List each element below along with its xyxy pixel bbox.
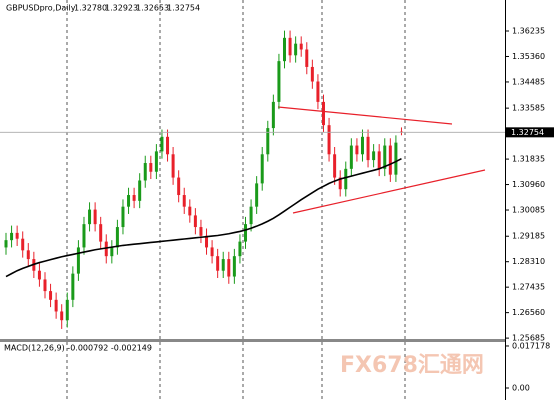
candle-body — [372, 151, 376, 161]
candle-body — [132, 195, 136, 201]
candle-body — [305, 49, 309, 67]
candle-body — [71, 273, 75, 300]
candle-body — [360, 136, 364, 155]
period-separators — [66, 0, 406, 400]
candle-body — [93, 209, 97, 225]
candle-body — [260, 154, 264, 184]
candle-body — [310, 66, 314, 82]
candle-body — [210, 247, 214, 257]
candle-body — [60, 311, 64, 321]
candle-body — [227, 259, 231, 277]
y-tick-label: 1.25685 — [512, 334, 545, 343]
candle-body — [49, 291, 53, 300]
candle-body — [99, 224, 103, 242]
candle-body — [166, 136, 170, 155]
candle-body — [15, 232, 19, 239]
watermark: FX678汇通网 — [340, 353, 484, 378]
candle-body — [249, 206, 253, 225]
trendline-lower — [292, 169, 486, 214]
candle-body — [244, 224, 248, 242]
candle-body — [221, 259, 225, 271]
candle-body — [104, 241, 108, 257]
candle-body — [271, 101, 275, 129]
candle-body — [255, 183, 259, 207]
candle-body — [349, 145, 353, 169]
candle-body — [21, 238, 25, 251]
candle-body — [177, 177, 181, 196]
candle-body — [115, 227, 119, 248]
candle-body — [149, 163, 153, 172]
candle-body — [238, 241, 242, 257]
y-tick-label: 1.30960 — [512, 180, 545, 189]
y-tick-label: 1.29185 — [512, 232, 545, 241]
candle-body — [366, 136, 370, 161]
y-tick-label: 1.30085 — [512, 206, 545, 215]
candle-body — [216, 256, 220, 271]
candle-body — [76, 247, 80, 274]
candle-body — [299, 43, 303, 50]
candle-body — [121, 206, 125, 228]
candle-body — [383, 145, 387, 169]
candle-body — [65, 299, 69, 321]
candle-body — [321, 101, 325, 126]
candle-body — [338, 177, 342, 190]
candle-body — [26, 250, 30, 260]
macd-title: MACD(12,26,9) -0.000792 -0.002149 — [4, 344, 152, 353]
y-tick-label: 1.27435 — [512, 283, 545, 292]
header-high: 1.32923 — [105, 4, 138, 13]
chart-header: GBPUSDpro,Daily — [6, 4, 76, 13]
candle-body — [333, 154, 337, 178]
candle-body — [205, 235, 209, 248]
current-price-box — [506, 127, 554, 138]
y-tick-label: 1.36235 — [512, 27, 545, 36]
header-open: 1.32780 — [74, 4, 107, 13]
candle-body — [316, 81, 320, 102]
candle-body — [283, 37, 286, 62]
candle-body — [82, 224, 86, 248]
y-tick-label: 1.31835 — [512, 155, 545, 164]
candle-body — [88, 209, 92, 225]
y-tick-label: 1.34485 — [512, 77, 545, 86]
macd-tick-label: 0.017178 — [512, 341, 550, 350]
candle-body — [355, 145, 359, 155]
candle-body — [4, 240, 8, 248]
candle-body — [193, 215, 197, 228]
candle-body — [327, 125, 331, 155]
moving-average — [5, 157, 402, 278]
macd-tick-label: 0.00 — [512, 384, 530, 393]
candle-body — [288, 37, 292, 56]
candle-body — [266, 128, 270, 155]
candle-body — [188, 206, 192, 216]
candle-body — [160, 136, 164, 152]
y-tick-label: 1.35360 — [512, 52, 545, 61]
candle-body — [43, 279, 47, 292]
header-low: 1.32653 — [136, 4, 169, 13]
candle-body — [171, 154, 175, 178]
candle-body — [110, 247, 114, 257]
candle-body — [143, 163, 147, 181]
candle-body — [37, 270, 41, 280]
y-tick-label: 1.33585 — [512, 104, 545, 113]
y-tick-label: 1.26560 — [512, 308, 545, 317]
candle-body — [127, 195, 131, 207]
candle-body — [138, 180, 142, 201]
candle-body — [182, 195, 186, 207]
candle-body — [377, 151, 381, 169]
candle-body — [277, 61, 281, 102]
candle-body — [344, 168, 348, 190]
trendline-upper — [277, 106, 453, 125]
candle-body — [10, 232, 14, 241]
candle-body — [54, 299, 58, 312]
candle-body — [232, 256, 236, 277]
header-close: 1.32754 — [167, 4, 200, 13]
candle-body — [199, 227, 203, 236]
candle-body — [154, 151, 158, 172]
candle-body — [394, 142, 398, 175]
y-tick-label: 1.28310 — [512, 257, 545, 266]
candle-body — [294, 43, 298, 56]
current-price-label: 1.32754 — [511, 128, 544, 137]
candle-body — [388, 145, 392, 175]
